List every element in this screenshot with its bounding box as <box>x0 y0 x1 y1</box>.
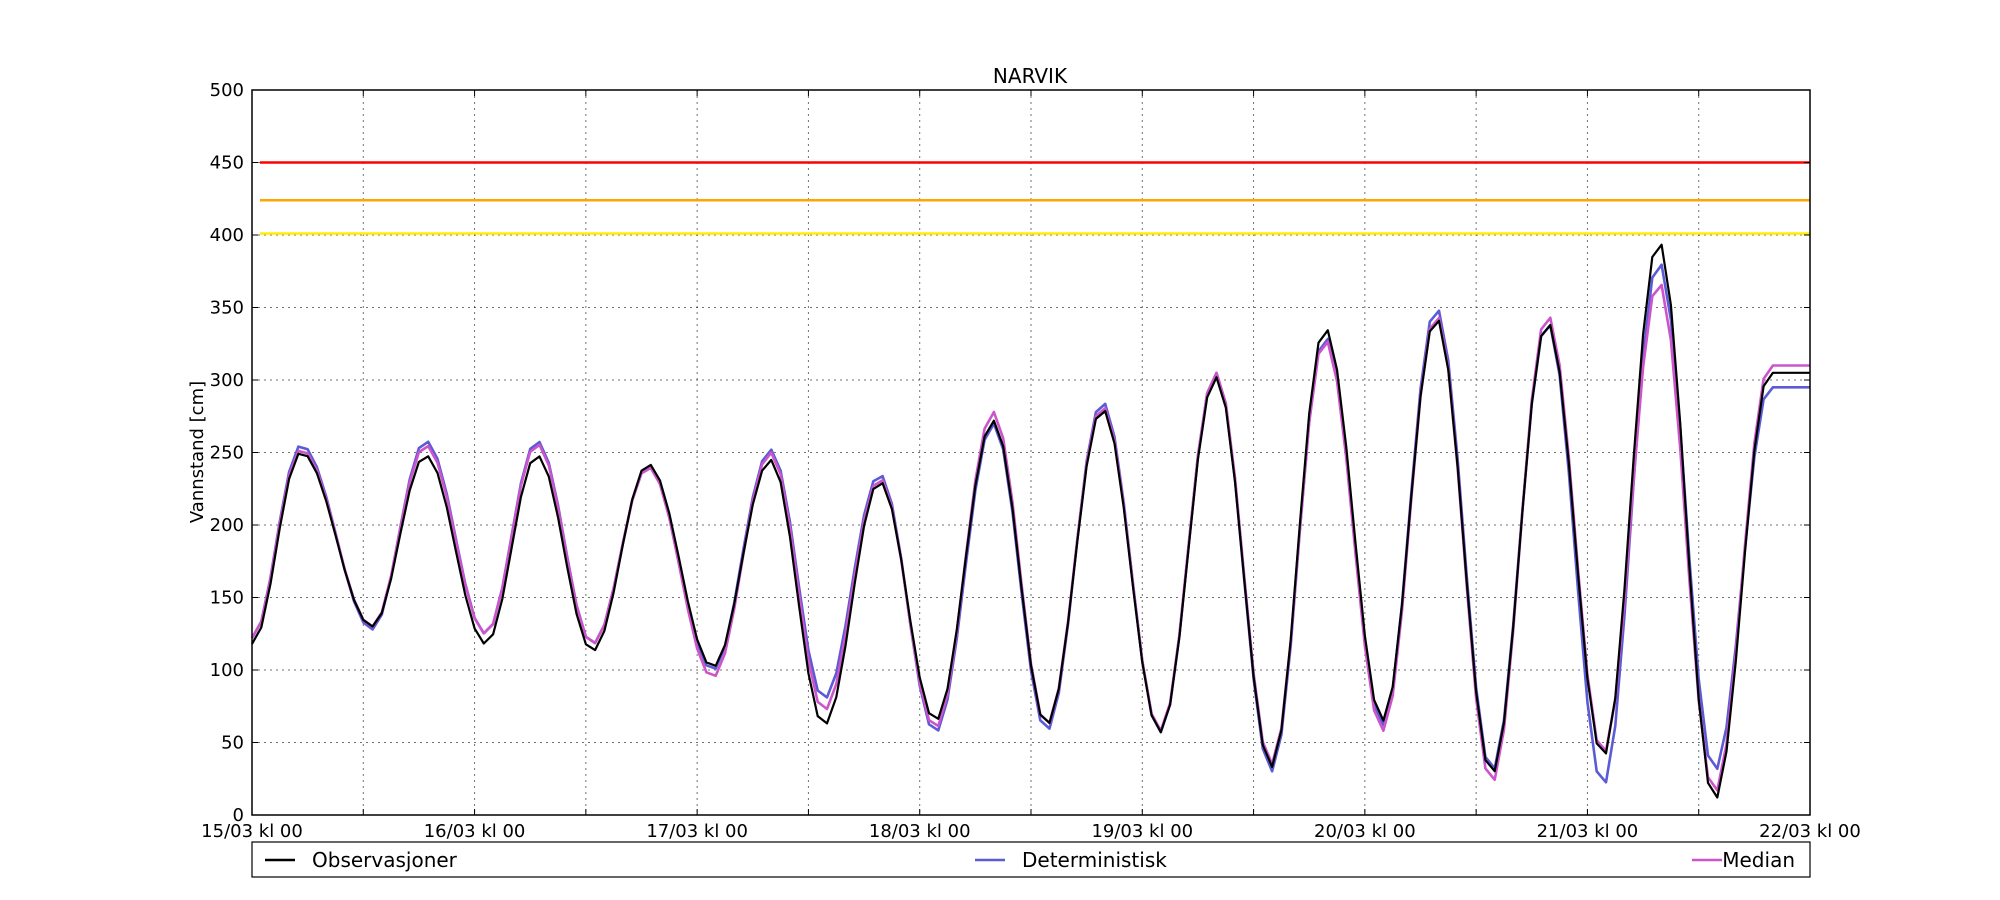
x-tick-label: 17/03 kl 00 <box>646 821 748 842</box>
chart-title: NARVIK <box>993 64 1068 88</box>
x-axis-ticks: 15/03 kl 00 16/03 kl 00 17/03 kl 00 18/03 k… <box>201 90 1861 842</box>
y-tick-label: 250 <box>210 443 244 464</box>
x-tick-label: 15/03 kl 00 <box>201 821 303 842</box>
legend: Observasjoner Deterministisk Median <box>251 841 1811 878</box>
y-tick-label: 0 <box>233 805 244 826</box>
y-tick-label: 500 <box>210 80 244 101</box>
y-axis-ticks: 0 50 100 150 200 250 300 350 400 450 500 <box>210 80 1810 826</box>
grid-lines <box>252 90 1810 815</box>
x-tick-label: 22/03 kl 00 <box>1759 821 1861 842</box>
legend-box <box>251 841 1811 878</box>
y-tick-label: 450 <box>210 153 244 174</box>
x-tick-label: 20/03 kl 00 <box>1314 821 1416 842</box>
x-tick-label: 18/03 kl 00 <box>869 821 971 842</box>
x-tick-label: 21/03 kl 00 <box>1537 821 1639 842</box>
legend-label: Median <box>1722 848 1795 872</box>
threshold-lines <box>260 161 1810 235</box>
y-tick-label: 400 <box>210 225 244 246</box>
y-tick-label: 200 <box>210 515 244 536</box>
x-tick-label: 16/03 kl 00 <box>424 821 526 842</box>
y-tick-label: 50 <box>221 733 244 754</box>
y-tick-label: 350 <box>210 298 244 319</box>
x-tick-label: 19/03 kl 00 <box>1091 821 1193 842</box>
y-axis-label: Vannstand [cm] <box>187 381 208 523</box>
legend-label: Deterministisk <box>1022 848 1167 872</box>
y-tick-label: 300 <box>210 370 244 391</box>
y-tick-label: 100 <box>210 660 244 681</box>
y-tick-label: 150 <box>210 588 244 609</box>
series-lines <box>250 243 1810 799</box>
legend-label: Observasjoner <box>312 848 458 872</box>
series-line-observasjoner <box>251 243 1810 799</box>
